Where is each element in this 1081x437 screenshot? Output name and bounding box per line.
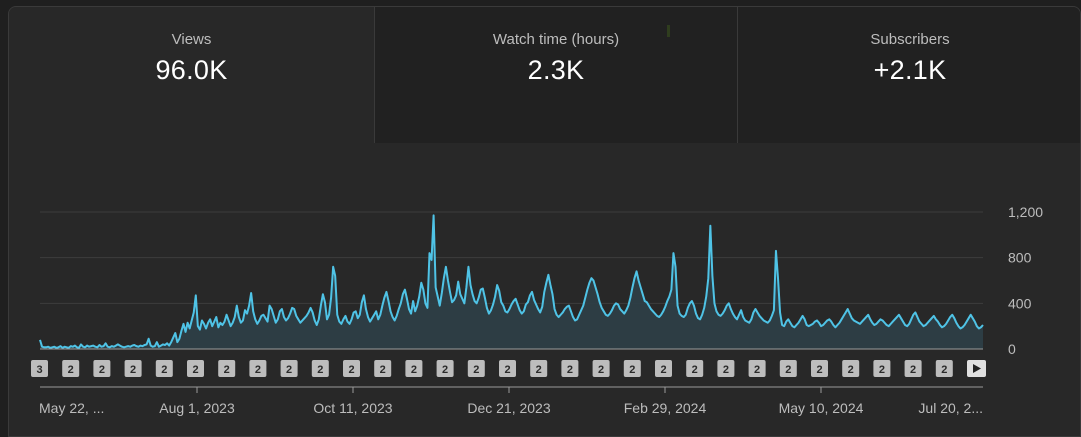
video-count-label: 2 bbox=[816, 364, 822, 376]
video-count-label: 3 bbox=[36, 364, 42, 376]
x-tick-label: Feb 29, 2024 bbox=[624, 400, 707, 416]
video-count-label: 2 bbox=[473, 364, 479, 376]
video-count-badge bbox=[779, 360, 797, 377]
video-count-label: 2 bbox=[317, 364, 323, 376]
video-count-label: 2 bbox=[567, 364, 573, 376]
video-count-label: 2 bbox=[130, 364, 136, 376]
video-count-label: 2 bbox=[629, 364, 635, 376]
views-label: Views bbox=[171, 31, 212, 48]
video-count-badge bbox=[155, 360, 173, 377]
video-count-badge bbox=[904, 360, 922, 377]
video-count-label: 2 bbox=[161, 364, 167, 376]
video-count-label: 2 bbox=[286, 364, 292, 376]
video-count-badge bbox=[343, 360, 360, 377]
video-count-label: 2 bbox=[442, 364, 448, 376]
video-count-label: 2 bbox=[536, 364, 542, 376]
video-count-badge bbox=[655, 360, 672, 377]
metric-tabs: Views 96.0K Watch time (hours) 2.3K Subs… bbox=[9, 7, 1080, 143]
video-count-label: 2 bbox=[848, 364, 854, 376]
video-count-badge bbox=[686, 360, 704, 377]
video-count-badge bbox=[218, 360, 236, 377]
views-line bbox=[39, 214, 984, 349]
video-count-badge bbox=[592, 360, 610, 377]
video-count-label: 2 bbox=[785, 364, 791, 376]
x-tick-label: Aug 1, 2023 bbox=[159, 400, 235, 416]
x-tick-label: Oct 11, 2023 bbox=[313, 400, 392, 416]
video-count-label: 2 bbox=[879, 364, 885, 376]
video-count-label: 2 bbox=[598, 364, 604, 376]
y-tick-label: 800 bbox=[1008, 250, 1032, 266]
video-count-badge bbox=[436, 360, 454, 377]
video-count-label: 2 bbox=[941, 364, 947, 376]
video-count-badge bbox=[249, 360, 267, 377]
y-tick-label: 0 bbox=[1008, 341, 1016, 357]
x-tick-label: Dec 21, 2023 bbox=[467, 400, 550, 416]
analytics-card: Views 96.0K Watch time (hours) 2.3K Subs… bbox=[8, 6, 1081, 437]
x-tick-label: May 10, 2024 bbox=[779, 400, 864, 416]
watch-time-label: Watch time (hours) bbox=[492, 31, 620, 48]
video-count-label: 2 bbox=[255, 364, 261, 376]
video-count-badge bbox=[374, 360, 392, 377]
video-count-badge bbox=[467, 360, 485, 377]
video-count-badge bbox=[530, 360, 548, 377]
x-tick-label: May 22, ... bbox=[39, 400, 104, 416]
video-count-label: 2 bbox=[224, 364, 230, 376]
video-count-badge bbox=[31, 360, 48, 377]
y-tick-label: 400 bbox=[1008, 295, 1032, 311]
y-tick-label: 1,200 bbox=[1008, 204, 1043, 220]
video-count-label: 2 bbox=[68, 364, 74, 376]
tab-marker bbox=[667, 25, 670, 37]
video-count-badge bbox=[935, 360, 953, 377]
views-area bbox=[40, 215, 983, 349]
video-count-badge bbox=[499, 360, 516, 377]
video-count-label: 2 bbox=[754, 364, 760, 376]
video-count-label: 2 bbox=[99, 364, 105, 376]
video-count-label: 2 bbox=[910, 364, 916, 376]
video-count-label: 2 bbox=[504, 364, 510, 376]
video-count-badge bbox=[311, 360, 329, 377]
video-count-badge bbox=[842, 360, 860, 377]
video-count-badge bbox=[561, 360, 579, 377]
video-count-badge bbox=[873, 360, 891, 377]
tab-views[interactable]: Views 96.0K bbox=[9, 7, 374, 143]
video-count-badge bbox=[124, 360, 142, 377]
subscribers-label: Subscribers bbox=[870, 31, 950, 48]
video-count-label: 2 bbox=[660, 364, 666, 376]
video-count-badge bbox=[748, 360, 766, 377]
video-count-label: 2 bbox=[192, 364, 198, 376]
play-icon-glyph bbox=[973, 364, 981, 373]
video-count-badge bbox=[187, 360, 204, 377]
video-count-badge bbox=[93, 360, 111, 377]
video-count-badge bbox=[62, 360, 80, 377]
video-count-badge bbox=[717, 360, 735, 377]
video-count-label: 2 bbox=[380, 364, 386, 376]
subscribers-value: +2.1K bbox=[873, 55, 947, 85]
video-count-label: 2 bbox=[723, 364, 729, 376]
tab-subscribers[interactable]: Subscribers +2.1K bbox=[738, 7, 1080, 143]
tab-watch-time[interactable]: Watch time (hours) 2.3K bbox=[374, 7, 738, 143]
video-count-label: 2 bbox=[411, 364, 417, 376]
video-count-badge bbox=[811, 360, 828, 377]
video-count-badge bbox=[623, 360, 641, 377]
video-count-badge bbox=[405, 360, 423, 377]
watch-time-value: 2.3K bbox=[527, 55, 585, 85]
video-count-label: 2 bbox=[348, 364, 354, 376]
video-count-badge bbox=[280, 360, 298, 377]
views-value: 96.0K bbox=[155, 55, 228, 85]
x-tick-label: Jul 20, 2... bbox=[918, 400, 983, 416]
video-count-label: 2 bbox=[692, 364, 698, 376]
